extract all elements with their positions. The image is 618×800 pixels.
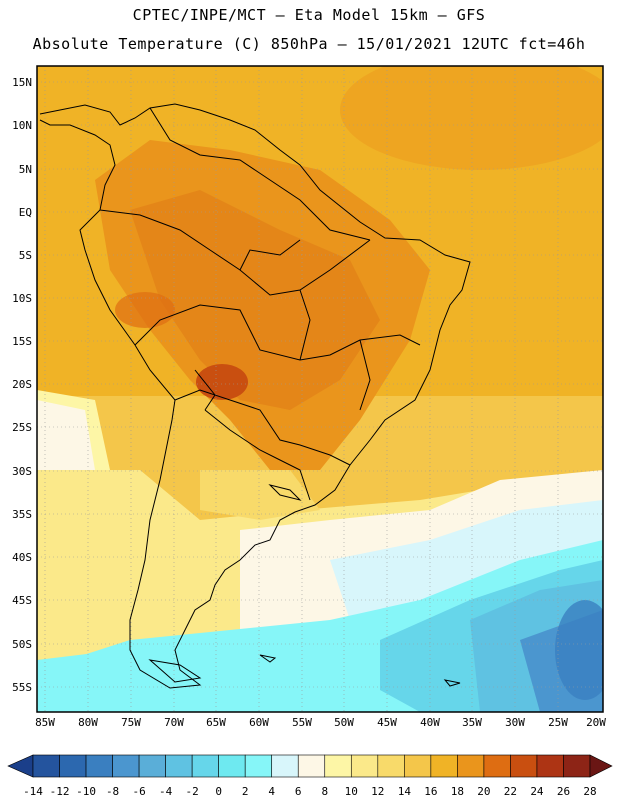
lat-label: 55S: [12, 681, 32, 694]
lat-label: 40S: [12, 551, 32, 564]
legend-swatch: [244, 754, 273, 778]
lon-label: 30W: [505, 716, 525, 729]
legend-tick-label: 0: [215, 785, 222, 798]
chart-title-line-2: Absolute Temperature (C) 850hPa – 15/01/…: [32, 35, 586, 53]
legend-swatch: [510, 754, 538, 778]
chart-title-line-1: CPTEC/INPE/MCT – Eta Model 15km – GFS: [132, 6, 486, 24]
legend-tick-label: -4: [159, 785, 173, 798]
temperature-field: [37, 66, 603, 712]
lon-label: 75W: [121, 716, 141, 729]
legend-arrow-high: [589, 754, 613, 778]
legend-swatch: [430, 754, 458, 778]
lat-label: 30S: [12, 465, 32, 478]
legend-swatch: [563, 754, 591, 778]
legend-swatch: [324, 754, 352, 778]
legend-tick-label: 28: [583, 785, 596, 798]
legend-tick-label: 10: [345, 785, 358, 798]
lat-label: 20S: [12, 378, 32, 391]
map-frame: [36, 65, 604, 713]
legend-tick-label: -6: [132, 785, 145, 798]
lat-label: 15S: [12, 335, 32, 348]
lat-label: 15N: [12, 76, 32, 89]
longitude-axis: 85W 80W 75W 70W 65W 60W 55W 50W 45W 40W …: [35, 716, 606, 729]
lat-label: 50S: [12, 638, 32, 651]
legend-tick-label: 20: [477, 785, 490, 798]
lon-label: 55W: [292, 716, 312, 729]
lat-label: 45S: [12, 594, 32, 607]
legend-swatch: [457, 754, 485, 778]
legend-swatch: [165, 754, 193, 778]
legend-tick-label: 6: [295, 785, 302, 798]
lon-label: 60W: [249, 716, 269, 729]
lon-label: 25W: [548, 716, 568, 729]
lon-label: 50W: [334, 716, 354, 729]
legend-tick-label: 26: [557, 785, 570, 798]
legend-swatch: [404, 754, 432, 778]
lat-label: 5N: [19, 163, 32, 176]
legend-tick-label: 12: [371, 785, 384, 798]
lat-label: 10N: [12, 119, 32, 132]
legend-arrow-low: [7, 754, 34, 778]
legend-tick-label: 2: [242, 785, 249, 798]
legend-swatch: [271, 754, 299, 778]
lon-label: 40W: [420, 716, 440, 729]
legend-tick-label: -14: [23, 785, 43, 798]
lon-label: 85W: [35, 716, 55, 729]
lon-label: 80W: [78, 716, 98, 729]
legend-swatch: [536, 754, 564, 778]
legend-swatch: [350, 754, 379, 778]
lon-label: 20W: [586, 716, 606, 729]
legend-swatch: [297, 754, 326, 778]
legend-tick-label: -12: [50, 785, 70, 798]
lon-label: 45W: [377, 716, 397, 729]
legend-tick-label: -10: [76, 785, 96, 798]
legend-swatch: [483, 754, 511, 778]
lon-label: 70W: [164, 716, 184, 729]
coastlines-and-borders: [39, 103, 471, 689]
legend-tick-label: 18: [451, 785, 464, 798]
legend-tick-label: 4: [268, 785, 275, 798]
lat-label: 25S: [12, 421, 32, 434]
lon-label: 65W: [206, 716, 226, 729]
legend-swatch: [112, 754, 140, 778]
legend-swatch: [191, 754, 219, 778]
latitude-axis: 15N 10N 5N EQ 5S 10S 15S 20S 25S 30S 35S…: [12, 76, 32, 694]
legend-swatch: [218, 754, 246, 778]
legend-tick-label: 14: [398, 785, 412, 798]
legend-swatch: [85, 754, 113, 778]
lat-label: 35S: [12, 508, 32, 521]
legend-tick-label: 22: [504, 785, 517, 798]
lon-label: 35W: [462, 716, 482, 729]
lat-label: 5S: [19, 249, 32, 262]
lat-label: EQ: [19, 206, 32, 219]
legend-swatch: [59, 754, 87, 778]
legend-tick-label: 16: [424, 785, 437, 798]
legend-tick-label: 24: [530, 785, 544, 798]
legend-tick-label: 8: [321, 785, 328, 798]
lat-label: 10S: [12, 292, 32, 305]
legend-swatch: [32, 754, 60, 778]
color-legend: -14 -12 -10 -8 -6 -4 -2 0 2 4 6 8 10 12 14 16 18 20 22 24 26…: [7, 754, 613, 798]
legend-tick-label: -2: [186, 785, 199, 798]
legend-swatch: [377, 754, 405, 778]
legend-swatch: [138, 754, 166, 778]
legend-tick-label: -8: [106, 785, 119, 798]
